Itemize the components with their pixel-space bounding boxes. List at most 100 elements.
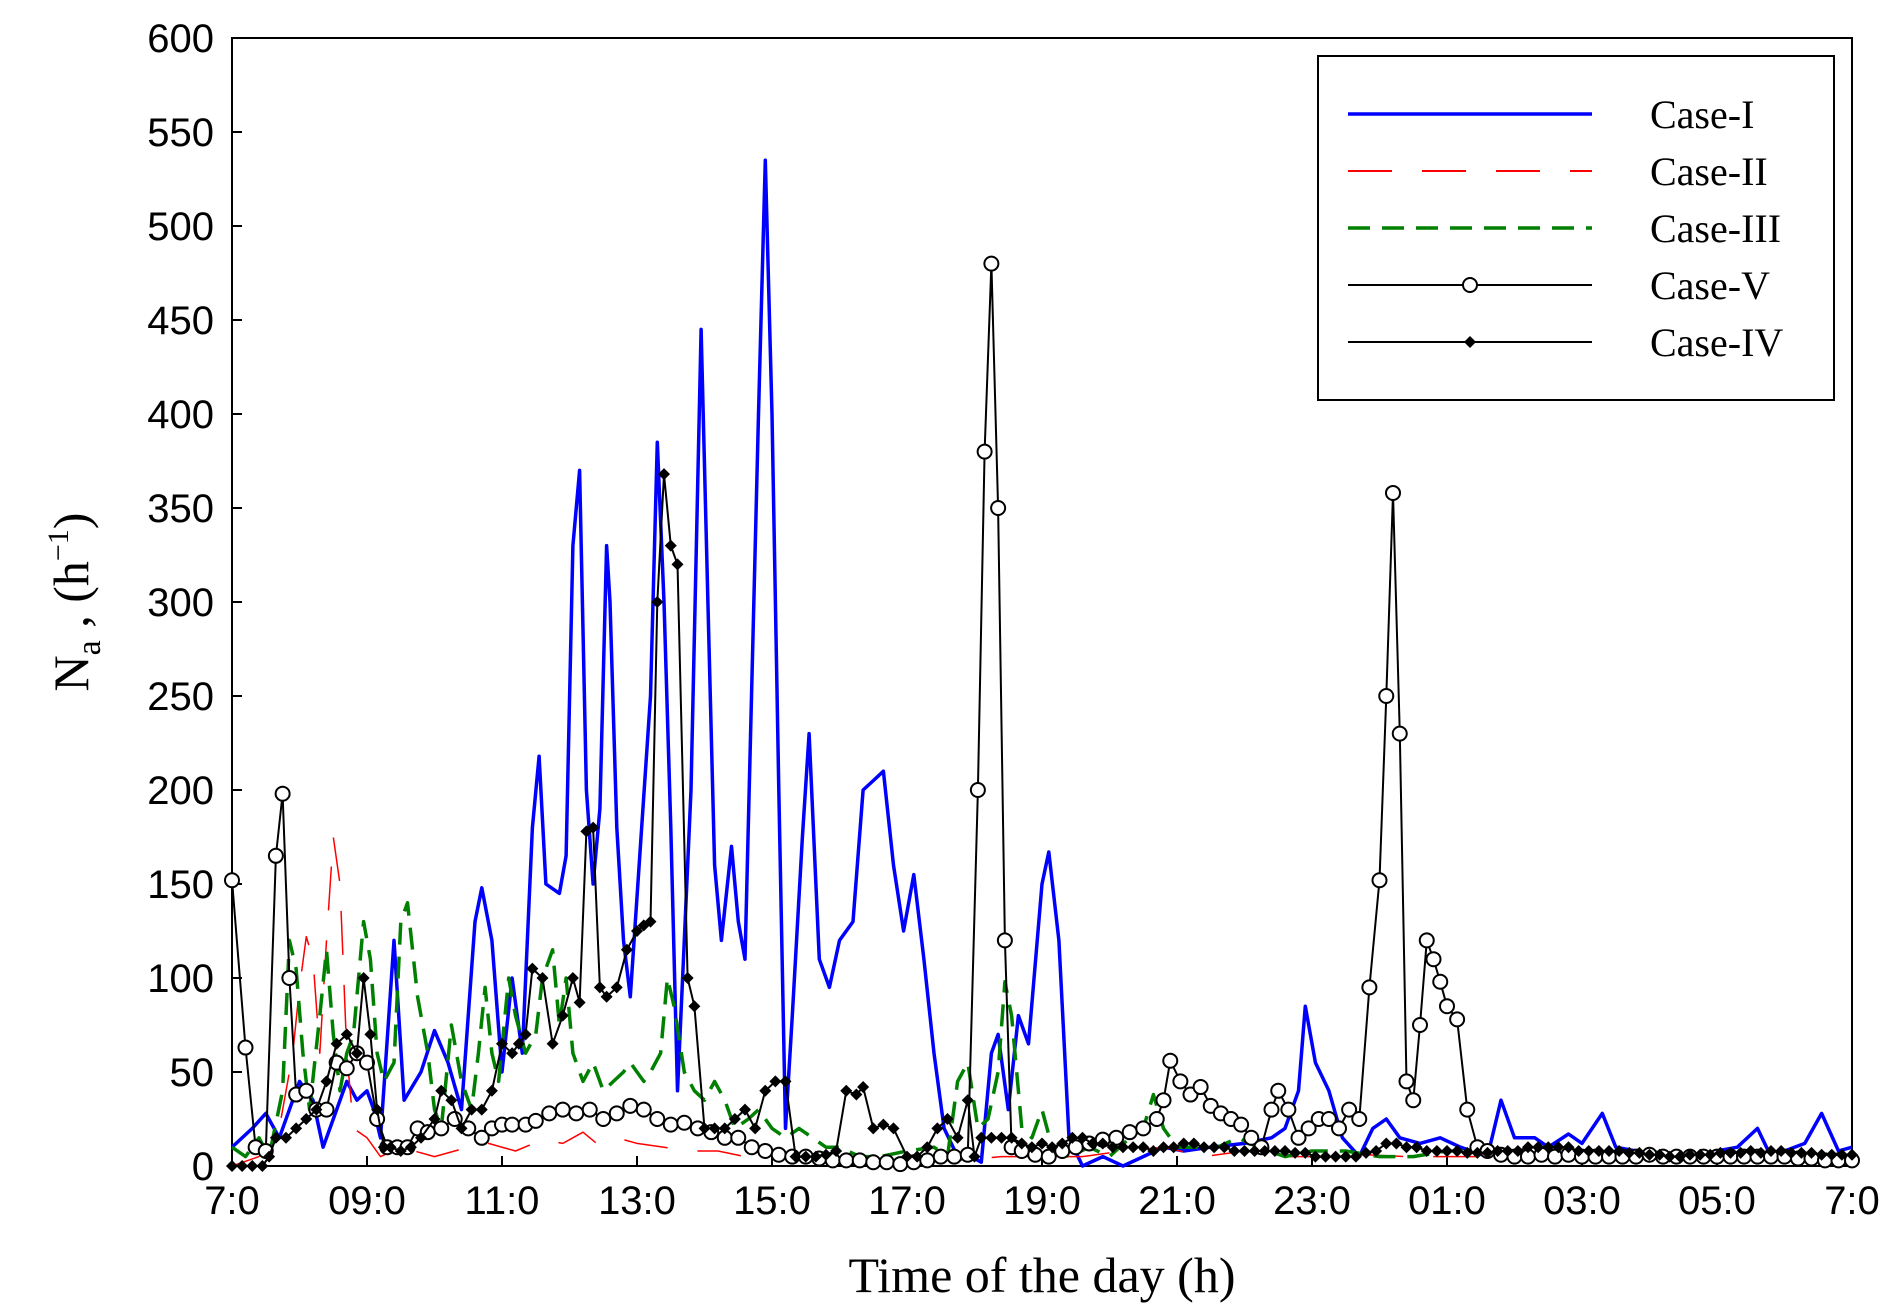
data-point	[1378, 688, 1395, 704]
data-point	[865, 1154, 882, 1171]
data-point	[338, 1060, 355, 1077]
data-point	[664, 539, 677, 552]
data-point	[1439, 998, 1455, 1015]
data-point	[1491, 1144, 1504, 1157]
data-point	[1449, 1011, 1466, 1028]
data-point	[1562, 1141, 1575, 1154]
x-axis: 7:0 09:0 11:0 13:0 15:0 17:0 19:0 21:0 23:0 01:0 0…	[204, 1156, 1880, 1223]
data-point	[1228, 1144, 1241, 1157]
data-point	[1390, 1137, 1403, 1150]
data-point	[246, 1160, 259, 1172]
data-point	[622, 1097, 639, 1114]
legend-item-case-v: Case-V	[1348, 263, 1770, 308]
data-point	[224, 872, 240, 889]
data-point	[1592, 1144, 1605, 1157]
data-point	[1754, 1146, 1767, 1159]
data-point	[298, 1082, 315, 1099]
data-point	[1371, 872, 1388, 889]
y-tick-label: 200	[147, 769, 214, 813]
data-point	[1096, 1137, 1109, 1150]
y-tick-label: 450	[147, 299, 214, 343]
data-point	[1532, 1141, 1545, 1154]
x-tick-label: 11:0	[465, 1179, 540, 1223]
data-point	[1349, 1150, 1362, 1163]
data-point	[951, 1131, 964, 1144]
data-point	[504, 1116, 521, 1133]
data-point	[566, 972, 579, 984]
data-point	[506, 1047, 519, 1060]
data-point	[608, 1105, 625, 1122]
data-point	[996, 932, 1013, 949]
data-point	[681, 972, 694, 984]
data-point	[475, 1103, 488, 1116]
data-point	[1805, 1146, 1818, 1159]
data-point	[1137, 1141, 1150, 1154]
y-tick-label: 600	[147, 17, 214, 61]
data-point	[1127, 1141, 1140, 1154]
data-point	[1694, 1148, 1707, 1161]
data-point	[941, 1113, 954, 1125]
data-point	[1613, 1144, 1626, 1157]
series-layer	[224, 158, 1860, 1173]
data-point	[350, 1047, 363, 1060]
data-point	[985, 1131, 998, 1144]
data-point	[1300, 1120, 1317, 1137]
data-point	[799, 1150, 812, 1163]
x-tick-label: 23:0	[1273, 1179, 1351, 1223]
data-point	[1459, 1101, 1476, 1118]
data-point	[658, 468, 670, 481]
data-point	[728, 1113, 741, 1125]
data-point	[587, 821, 600, 834]
data-point	[428, 1113, 441, 1125]
data-point	[990, 500, 1007, 516]
series-case-iii	[231, 901, 1852, 1159]
data-point	[757, 1142, 774, 1159]
data-point	[1410, 1141, 1423, 1154]
data-point	[789, 1150, 802, 1163]
x-tick-label: 7:0	[1824, 1179, 1880, 1223]
data-point	[698, 1122, 711, 1135]
data-point	[1835, 1148, 1848, 1161]
data-point	[877, 1118, 890, 1131]
data-point	[415, 1131, 427, 1144]
x-axis-title: Time of the day (h)	[849, 1247, 1236, 1303]
data-point	[968, 1150, 981, 1163]
data-point	[1279, 1144, 1291, 1157]
x-tick-label: 05:0	[1678, 1179, 1756, 1223]
y-tick-label: 100	[147, 957, 214, 1001]
data-point	[739, 1103, 751, 1116]
data-point	[610, 981, 623, 994]
data-point	[1258, 1144, 1271, 1157]
data-point	[1815, 1148, 1828, 1161]
data-point	[1430, 1144, 1443, 1157]
data-point	[1361, 979, 1378, 996]
data-point	[1724, 1146, 1737, 1159]
series-case-i	[230, 158, 1853, 1168]
data-point	[1582, 1144, 1595, 1157]
legend-label: Case-III	[1650, 206, 1781, 251]
data-point	[995, 1131, 1008, 1144]
data-point	[1076, 1131, 1089, 1144]
data-point	[1471, 1146, 1484, 1159]
data-point	[867, 1122, 880, 1135]
data-point	[267, 847, 284, 864]
data-point	[496, 1037, 508, 1050]
data-point	[1248, 1144, 1261, 1157]
data-point	[527, 1112, 544, 1129]
data-point	[1309, 1150, 1322, 1163]
y-tick-label: 550	[147, 111, 214, 155]
data-point	[1339, 1150, 1352, 1163]
data-point	[377, 1141, 390, 1154]
data-point	[1066, 1131, 1079, 1144]
data-point	[838, 1152, 855, 1169]
legend-marker	[1462, 277, 1478, 293]
data-point	[620, 943, 633, 956]
data-point	[512, 1037, 525, 1050]
data-point	[256, 1160, 269, 1172]
data-point	[932, 1148, 949, 1165]
data-point	[226, 1160, 238, 1172]
x-tick-label: 17:0	[868, 1179, 946, 1223]
series-line	[232, 473, 1852, 1167]
